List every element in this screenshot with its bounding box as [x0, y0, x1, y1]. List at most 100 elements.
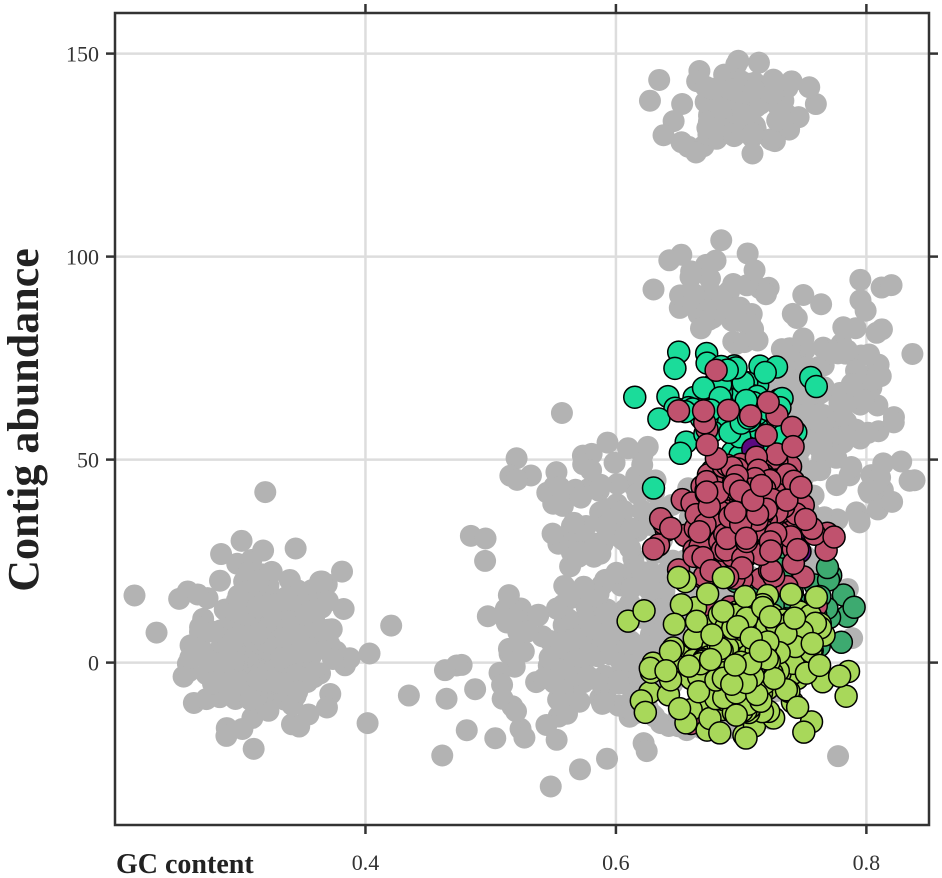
data-point [804, 374, 829, 399]
data-point [513, 726, 536, 749]
data-point [727, 49, 750, 72]
data-point [356, 712, 379, 735]
data-point [603, 451, 626, 474]
data-point [747, 51, 770, 74]
plot-panel-border [113, 11, 931, 827]
data-point [835, 425, 858, 448]
data-point [756, 390, 780, 415]
data-point [647, 407, 671, 431]
data-point [711, 599, 735, 624]
data-point [464, 678, 487, 701]
data-point [572, 575, 595, 598]
data-point [552, 693, 575, 716]
data-point [145, 621, 168, 644]
data-point [474, 527, 497, 550]
data-point [679, 266, 702, 289]
data-point [209, 569, 232, 592]
data-point [822, 525, 846, 549]
data-point [648, 68, 671, 91]
data-point [759, 539, 783, 563]
data-point [742, 122, 765, 145]
data-point [613, 529, 636, 552]
data-point [198, 650, 221, 673]
data-point [533, 667, 556, 690]
data-point [569, 485, 592, 508]
data-point [631, 453, 654, 476]
data-point [881, 490, 904, 513]
data-point [782, 606, 807, 630]
data-point [789, 475, 813, 499]
data-point [179, 646, 202, 669]
data-point [594, 568, 617, 591]
series-5 [616, 565, 861, 750]
data-point [785, 537, 810, 562]
data-point [286, 680, 309, 703]
data-point [564, 627, 587, 650]
data-point [294, 603, 317, 626]
data-point [668, 441, 693, 466]
data-point [632, 598, 656, 623]
data-point [230, 529, 253, 552]
data-point [694, 480, 719, 504]
data-point [736, 242, 759, 265]
data-point [882, 411, 905, 434]
data-point [840, 373, 863, 396]
data-point [316, 590, 339, 613]
data-point [658, 249, 681, 272]
data-point [636, 435, 659, 458]
data-point [506, 468, 529, 491]
data-point [635, 740, 658, 763]
data-point [704, 249, 727, 272]
data-point [654, 658, 678, 683]
data-point [516, 620, 539, 643]
data-point [720, 78, 743, 101]
data-point [550, 401, 573, 424]
data-point [569, 758, 592, 781]
data-point [217, 648, 240, 671]
data-point [691, 399, 716, 423]
data-point [576, 665, 599, 688]
data-point [247, 569, 270, 592]
data-point [741, 142, 764, 165]
series-4 [641, 358, 846, 736]
data-point [738, 404, 763, 428]
data-point [270, 627, 293, 650]
data-point [804, 93, 827, 116]
data-point [638, 89, 661, 112]
x-axis-title: GC content [116, 849, 254, 878]
data-point [671, 93, 694, 116]
data-point [568, 645, 591, 668]
data-point [633, 700, 658, 725]
data-point [827, 664, 852, 688]
data-point [269, 647, 292, 670]
data-point [753, 360, 777, 385]
data-point [720, 672, 744, 696]
data-point [698, 647, 723, 672]
data-point [641, 476, 666, 500]
data-point [734, 726, 758, 750]
data-point [770, 338, 793, 361]
data-point [898, 469, 921, 492]
data-point [568, 690, 591, 713]
data-point [718, 297, 741, 320]
x-tick-label: 0.6 [602, 850, 630, 875]
data-point [793, 507, 818, 532]
data-point [623, 385, 647, 409]
y-axis-title: Contig abundance [0, 248, 48, 592]
y-tick-label: 50 [77, 448, 99, 473]
data-point [239, 688, 262, 711]
data-point [852, 389, 875, 412]
data-point [484, 727, 507, 750]
y-tick-label: 150 [66, 42, 99, 67]
data-point [553, 574, 576, 597]
data-point [309, 570, 332, 593]
data-point [704, 358, 728, 383]
data-point [849, 268, 872, 291]
data-point [858, 343, 881, 366]
data-point [762, 666, 786, 691]
data-point [607, 670, 630, 693]
data-point [168, 587, 191, 610]
data-point [792, 720, 816, 744]
data-point [321, 648, 344, 671]
data-point [580, 459, 603, 482]
